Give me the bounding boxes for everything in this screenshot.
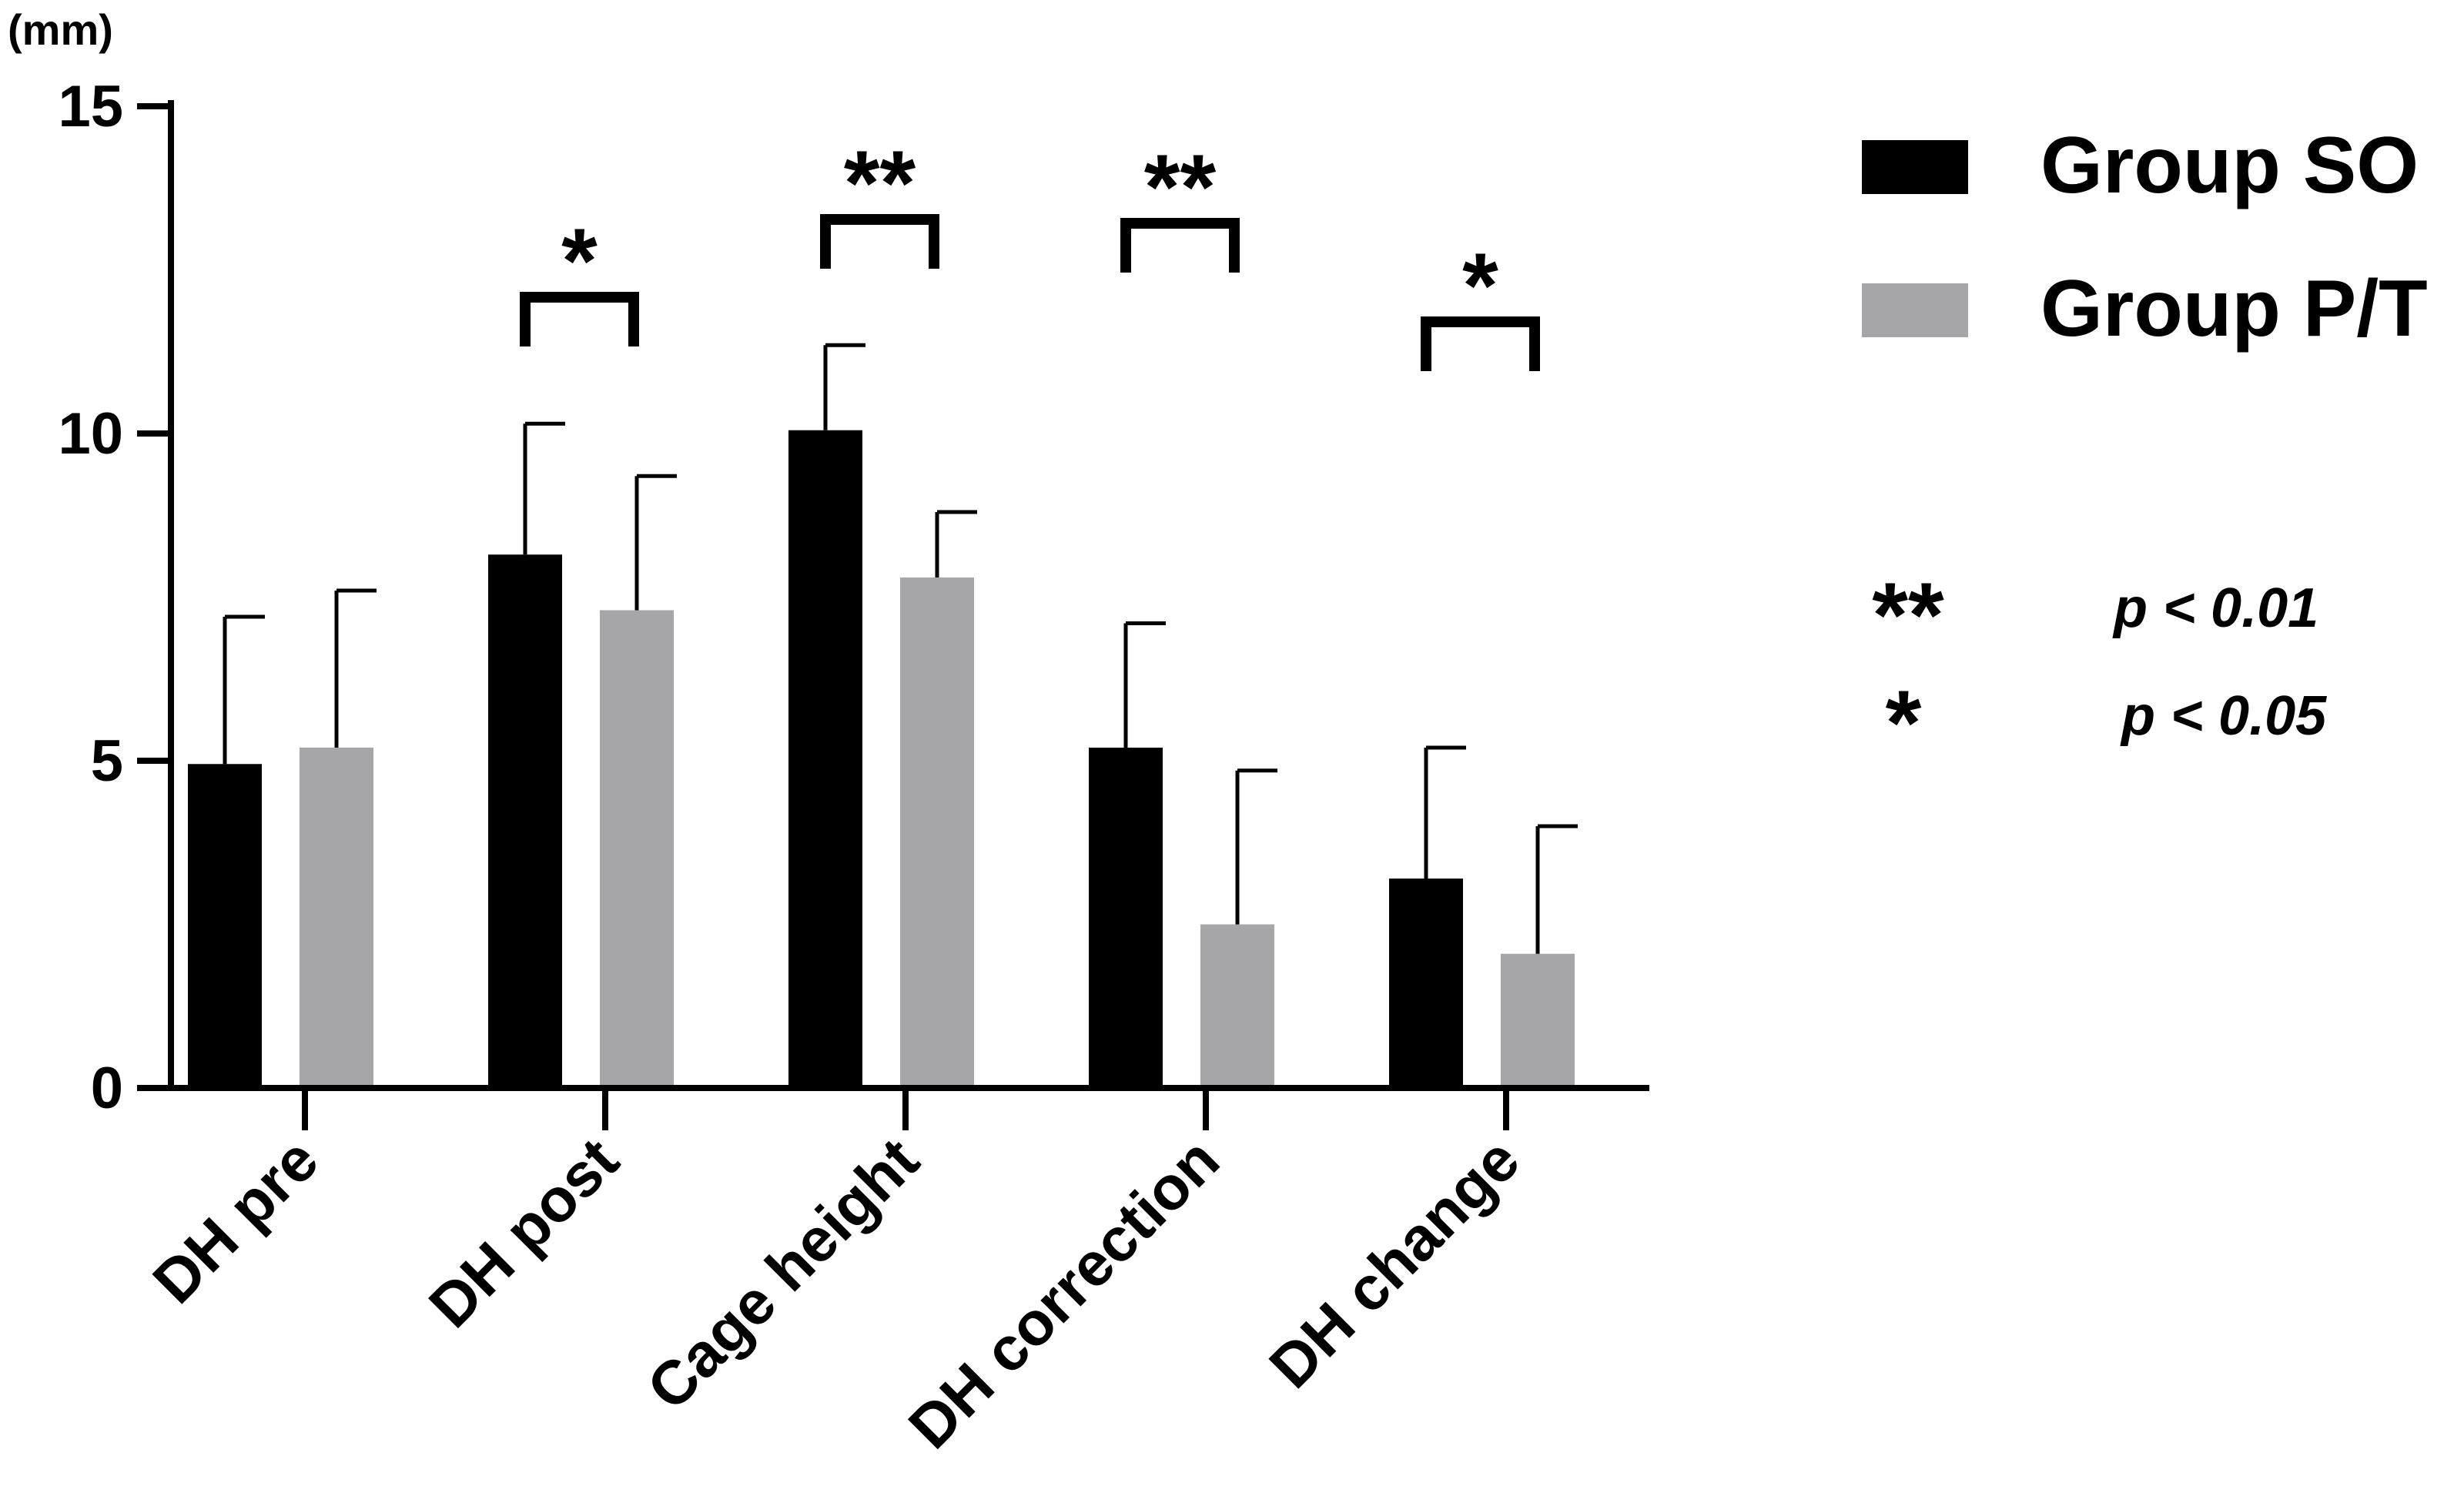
significance-brackets: *** *** (520, 132, 1540, 371)
significance-bracket-dh-correction (1120, 218, 1240, 273)
bars-layer (188, 430, 1575, 1088)
significance-label-dh-post: * (561, 209, 598, 313)
bar-group-so-dh-change (1389, 879, 1463, 1088)
bar-group-p-t-dh-pre (300, 748, 373, 1088)
significance-label-dh-change: * (1462, 234, 1498, 337)
x-tick-label-dh-post: DH post (416, 1125, 631, 1341)
key-text: p < 0.05 (2120, 685, 2327, 747)
legend-swatch-group-p-t (1862, 283, 1968, 337)
legend-label-group-p-t: Group P/T (2040, 264, 2428, 353)
significance-label-cage-height: ** (844, 132, 916, 235)
significance-bracket-dh-post (520, 292, 639, 346)
significance-bracket-dh-change (1421, 316, 1540, 371)
x-tick-label-cage-height: Cage height (634, 1125, 932, 1423)
error-bars-layer (223, 343, 1578, 954)
legend-label-group-so: Group SO (2040, 121, 2419, 210)
y-tick-label: 10 (58, 401, 123, 467)
bar-group-p-t-dh-change (1501, 953, 1575, 1088)
key-symbol: ** (1872, 564, 1944, 667)
legend-swatch-group-so (1862, 140, 1968, 194)
significance-key: ** p < 0.01 * p < 0.05 (1872, 564, 2327, 775)
y-unit-label: (mm) (8, 5, 113, 54)
key-symbol: * (1886, 671, 1922, 775)
x-tick-label-dh-pre: DH pre (140, 1125, 331, 1316)
key-text: p < 0.01 (2112, 577, 2318, 639)
bar-group-so-dh-pre (188, 764, 262, 1088)
bar-group-p-t-cage-height (900, 577, 974, 1088)
legend: Group SO Group P/T (1862, 121, 2428, 353)
bar-group-so-dh-post (488, 554, 562, 1088)
significance-label-dh-correction: ** (1144, 136, 1217, 239)
bar-group-so-cage-height (788, 430, 862, 1088)
y-tick-label: 5 (91, 728, 123, 794)
y-ticks: 0 5 10 15 (58, 74, 171, 1121)
y-tick-label: 15 (58, 74, 123, 139)
y-tick-label: 0 (91, 1056, 123, 1121)
significance-bracket-cage-height (820, 214, 939, 269)
x-tick-label-dh-change: DH change (1257, 1125, 1532, 1401)
x-tick-label-dh-correction: DH correction (896, 1125, 1232, 1461)
bar-group-p-t-dh-correction (1200, 924, 1274, 1088)
bar-group-p-t-dh-post (600, 610, 674, 1088)
bar-group-so-dh-correction (1089, 748, 1163, 1088)
